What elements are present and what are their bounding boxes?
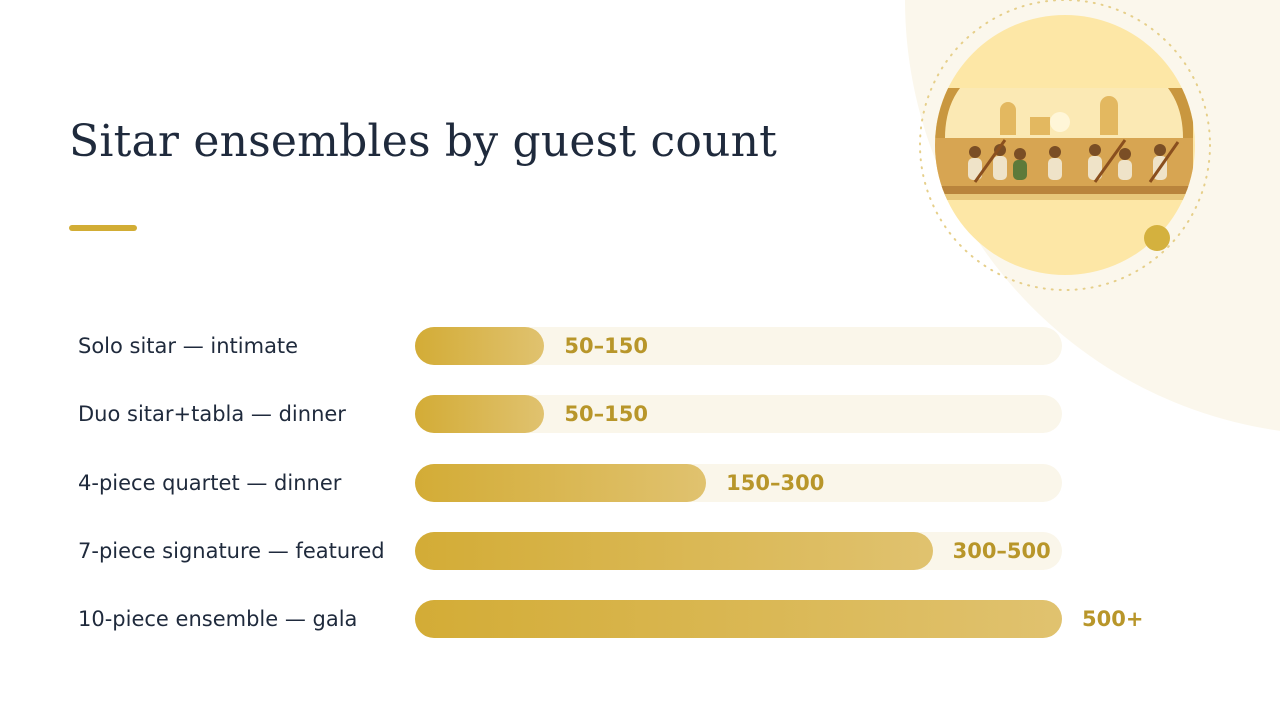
- category-label: 7-piece signature — featured: [78, 538, 385, 563]
- bar: [415, 531, 933, 570]
- value-label: 50–150: [564, 402, 648, 427]
- dotted-ring: [919, 0, 1211, 291]
- illustration: [935, 88, 1193, 200]
- category-label: Solo sitar — intimate: [78, 334, 299, 358]
- value-label: 300–500: [952, 538, 1051, 563]
- title-underline: [69, 225, 137, 231]
- category-label: 10-piece ensemble — gala: [78, 607, 358, 631]
- value-label: 50–150: [564, 334, 648, 358]
- bar: [415, 395, 545, 434]
- value-label: 150–300: [726, 470, 825, 495]
- bar: [415, 327, 545, 365]
- bar: [415, 600, 1062, 638]
- slide-title: Sitar ensembles by guest count: [69, 116, 778, 167]
- category-label: Duo sitar+tabla — dinner: [78, 402, 346, 427]
- value-label: 500+: [1082, 607, 1144, 631]
- accent-dot: [1144, 225, 1170, 251]
- category-label: 4-piece quartet — dinner: [78, 470, 342, 495]
- bar: [415, 463, 707, 502]
